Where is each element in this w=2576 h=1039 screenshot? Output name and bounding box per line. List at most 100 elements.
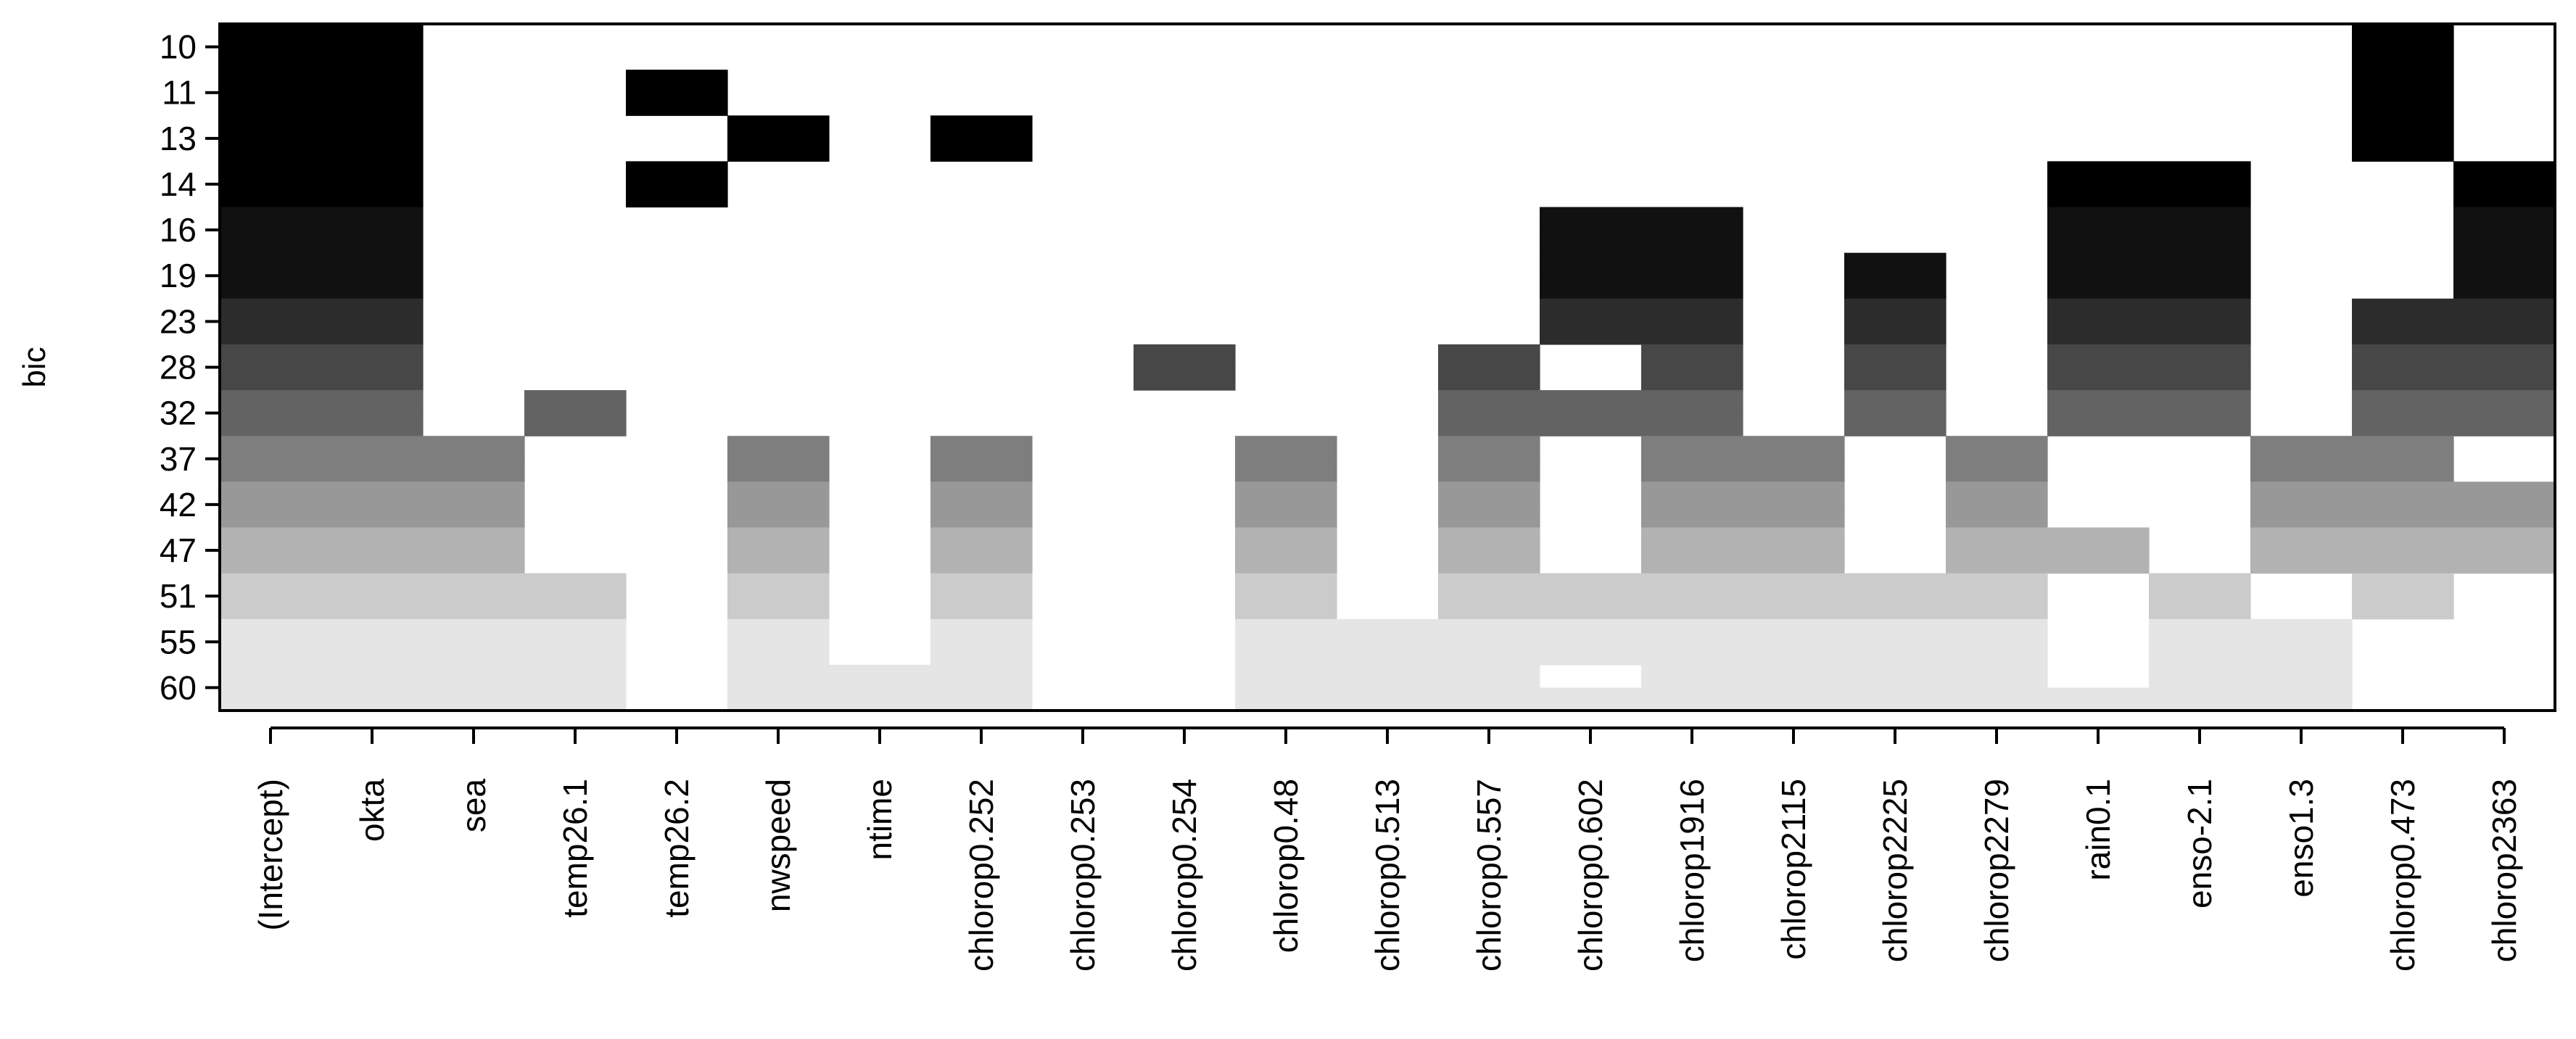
heatmap-cell	[2352, 321, 2454, 345]
heatmap-cell	[1540, 321, 1642, 345]
heatmap-cell	[1438, 367, 1540, 391]
heatmap-cell	[423, 642, 525, 666]
heatmap-cell	[321, 481, 424, 505]
heatmap-cell	[727, 596, 830, 620]
heatmap-cell	[1743, 664, 1845, 689]
heatmap-cell	[220, 183, 322, 208]
heatmap-cell	[524, 687, 627, 711]
heatmap-cell	[1946, 527, 2048, 551]
heatmap-cell	[1337, 618, 1439, 642]
heatmap-cell	[321, 92, 424, 116]
heatmap-cell	[1844, 413, 1947, 436]
heatmap-cell	[1235, 550, 1337, 574]
heatmap-cell	[2453, 161, 2556, 185]
heatmap-cell	[220, 550, 322, 574]
heatmap-cell	[220, 92, 322, 116]
heatmap-cell	[220, 24, 322, 48]
heatmap-cell	[1844, 252, 1947, 276]
x-tick-label: ntime	[861, 779, 899, 860]
heatmap-cell	[2250, 618, 2353, 642]
heatmap-cell	[321, 642, 424, 666]
heatmap-cell	[423, 527, 525, 551]
heatmap-cell	[2149, 664, 2251, 689]
y-tick-label: 23	[160, 302, 197, 340]
x-tick-label: chlorop0.48	[1267, 779, 1305, 953]
heatmap-cell	[930, 138, 1033, 162]
heatmap-cell	[1641, 481, 1743, 505]
heatmap-cell	[1844, 298, 1947, 322]
heatmap-cell	[930, 687, 1033, 711]
heatmap-cell	[727, 687, 830, 711]
heatmap-cell	[2352, 46, 2454, 70]
heatmap-cell	[524, 596, 627, 620]
heatmap-cell	[321, 207, 424, 231]
heatmap-cell	[2250, 664, 2353, 689]
heatmap-cell	[1438, 596, 1540, 620]
heatmap-cell	[220, 596, 322, 620]
heatmap-cell	[727, 664, 830, 689]
heatmap-cell	[220, 390, 322, 414]
heatmap-cell	[1438, 573, 1540, 597]
heatmap-cell	[321, 618, 424, 642]
heatmap-cell	[1540, 413, 1642, 436]
x-tick-label: chlorop0.252	[962, 779, 1000, 972]
heatmap-cell	[2352, 298, 2454, 322]
heatmap-cell	[321, 70, 424, 94]
heatmap-cell	[1641, 230, 1743, 254]
heatmap-cell	[220, 527, 322, 551]
heatmap-cell	[930, 618, 1033, 642]
heatmap-cell	[220, 481, 322, 505]
heatmap-cell	[524, 664, 627, 689]
heatmap-cell	[829, 687, 931, 711]
heatmap-cell	[2047, 413, 2150, 436]
heatmap-cell	[1235, 573, 1337, 597]
heatmap-cell	[1743, 436, 1845, 460]
x-tick-label: chlorop2279	[1978, 779, 2015, 962]
heatmap-cell	[1641, 504, 1743, 529]
heatmap-cell	[220, 252, 322, 276]
heatmap-cell	[1844, 687, 1947, 711]
heatmap-cell	[321, 390, 424, 414]
heatmap-cell	[2047, 230, 2150, 254]
heatmap-cell	[1540, 618, 1642, 642]
x-tick-label: chlorop0.557	[1470, 779, 1508, 972]
heatmap-cell	[1743, 527, 1845, 551]
y-tick-label: 11	[162, 74, 197, 112]
heatmap-cell	[2149, 367, 2251, 391]
heatmap-cell	[1844, 321, 1947, 345]
heatmap-cell	[1438, 458, 1540, 482]
heatmap-cell	[1641, 390, 1743, 414]
heatmap-cell	[321, 367, 424, 391]
heatmap-cell	[220, 321, 322, 345]
heatmap-cell	[1641, 687, 1743, 711]
heatmap-cell	[626, 92, 728, 116]
heatmap-cell	[321, 230, 424, 254]
y-tick-label: 28	[160, 349, 197, 386]
heatmap-cell	[727, 458, 830, 482]
heatmap-cell	[1743, 596, 1845, 620]
heatmap-cell	[1844, 596, 1947, 620]
heatmap-cell	[1641, 642, 1743, 666]
heatmap-cell	[1540, 687, 1642, 711]
heatmap-cell	[524, 390, 627, 414]
heatmap-cell	[1641, 298, 1743, 322]
heatmap-cell	[1540, 298, 1642, 322]
heatmap-cell	[2352, 115, 2454, 139]
heatmap-cell	[1337, 687, 1439, 711]
heatmap-cell	[1337, 664, 1439, 689]
heatmap-cell	[220, 70, 322, 94]
heatmap-cell	[727, 115, 830, 139]
heatmap-cell	[220, 664, 322, 689]
heatmap-cell	[220, 504, 322, 529]
heatmap-cell	[1235, 481, 1337, 505]
heatmap-cell	[930, 527, 1033, 551]
heatmap-cell	[2047, 207, 2150, 231]
heatmap-cell	[2453, 252, 2556, 276]
x-tick-label: chlorop0.253	[1064, 779, 1102, 972]
y-tick-label: 13	[160, 120, 197, 157]
heatmap-cell	[1438, 481, 1540, 505]
heatmap-cell	[2453, 504, 2556, 529]
heatmap-cell	[2047, 390, 2150, 414]
heatmap-cell	[1946, 596, 2048, 620]
heatmap-cell	[626, 70, 728, 94]
